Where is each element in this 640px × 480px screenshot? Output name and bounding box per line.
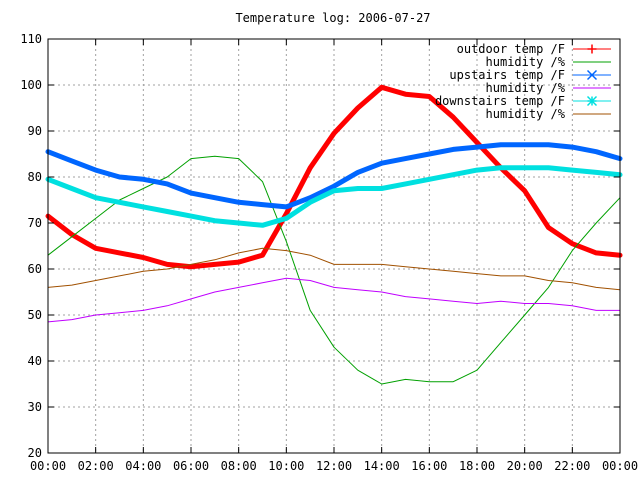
x-tick-label: 10:00 <box>268 459 304 473</box>
series-line-0 <box>45 84 623 270</box>
legend-marker <box>586 95 598 107</box>
legend-label: humidity /% <box>486 81 566 95</box>
legend-marker <box>586 69 598 81</box>
series-line-2 <box>45 142 623 210</box>
x-tick-label: 22:00 <box>554 459 590 473</box>
x-tick-label: 02:00 <box>78 459 114 473</box>
series-line-1 <box>47 155 621 385</box>
x-tick-label: 12:00 <box>316 459 352 473</box>
y-tick-label: 60 <box>28 262 42 276</box>
x-tick-label: 04:00 <box>125 459 161 473</box>
x-tick-label: 00:00 <box>602 459 638 473</box>
y-tick-label: 100 <box>20 78 42 92</box>
y-tick-label: 110 <box>20 32 42 46</box>
y-tick-label: 20 <box>28 446 42 460</box>
x-tick-label: 00:00 <box>30 459 66 473</box>
legend-label: humidity /% <box>486 55 566 69</box>
series-line-5 <box>47 247 621 291</box>
x-tick-label: 16:00 <box>411 459 447 473</box>
y-tick-label: 80 <box>28 170 42 184</box>
x-tick-label: 08:00 <box>221 459 257 473</box>
y-tick-label: 70 <box>28 216 42 230</box>
x-tick-label: 18:00 <box>459 459 495 473</box>
legend-label: upstairs temp /F <box>449 68 565 82</box>
legend-label: outdoor temp /F <box>457 42 565 56</box>
x-tick-label: 14:00 <box>364 459 400 473</box>
series-line-4 <box>45 165 623 228</box>
legend-label: downstairs temp /F <box>435 94 565 108</box>
y-tick-label: 40 <box>28 354 42 368</box>
chart-title: Temperature log: 2006-07-27 <box>235 11 430 25</box>
legend-marker <box>587 44 597 54</box>
y-tick-label: 90 <box>28 124 42 138</box>
axis-ticks: 00:00 02:00 04:00 06:00 08:00 10:00 12:00 14:00… <box>20 32 638 473</box>
series-lines <box>45 84 623 385</box>
x-tick-label: 06:00 <box>173 459 209 473</box>
series-line-3 <box>47 277 621 323</box>
y-tick-label: 30 <box>28 400 42 414</box>
legend-label: humidity /% <box>486 107 566 121</box>
x-tick-label: 20:00 <box>507 459 543 473</box>
y-tick-label: 50 <box>28 308 42 322</box>
